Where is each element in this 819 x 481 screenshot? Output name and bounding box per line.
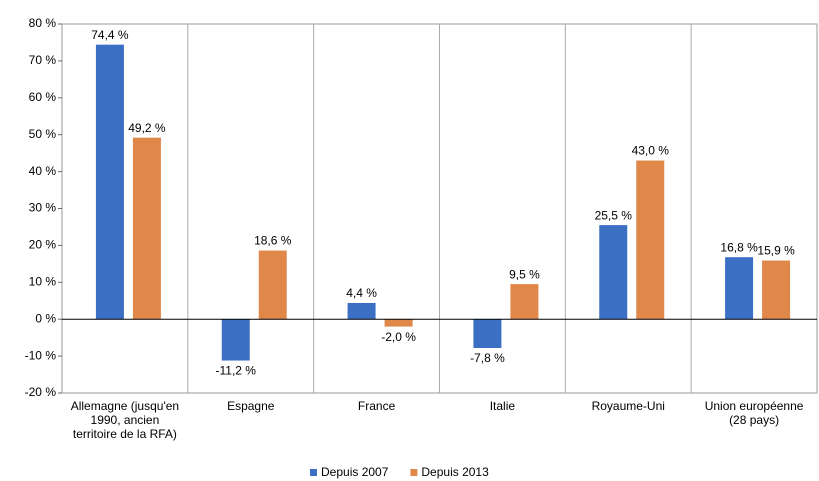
y-tick-label: 80 % [29, 16, 57, 30]
value-label: -7,8 % [470, 351, 505, 365]
value-label: 43,0 % [632, 144, 670, 158]
x-tick-label-box: Italie [489, 399, 516, 413]
x-tick-label-box: Allemagne (jusqu'en 1990, ancien territo… [70, 399, 180, 441]
bar [762, 260, 791, 320]
y-tick-label: 20 % [29, 238, 57, 252]
bar [473, 319, 502, 348]
value-label: 49,2 % [128, 121, 166, 135]
value-label: -11,2 % [216, 364, 257, 378]
x-tick-label: Espagne [227, 399, 275, 413]
value-label: 74,4 % [91, 28, 129, 42]
x-tick-label: Royaume-Uni [591, 399, 665, 413]
legend-label: Depuis 2013 [421, 465, 489, 479]
bar [221, 319, 250, 361]
legend-swatch [310, 469, 317, 476]
x-tick-label: Italie [489, 399, 516, 413]
value-label: 16,8 % [720, 240, 758, 254]
x-tick-label-box: Royaume-Uni [591, 399, 665, 413]
x-tick-label-box: Espagne [227, 399, 275, 413]
value-label: 15,9 % [757, 244, 795, 258]
bar [510, 284, 539, 320]
y-tick-label: 50 % [29, 127, 57, 141]
bar [132, 137, 161, 320]
x-tick-label: France [357, 399, 396, 413]
y-tick-label: -20 % [25, 385, 57, 399]
value-label: 4,4 % [346, 286, 377, 300]
bar [725, 257, 754, 320]
x-tick-label: Union européenne (28 pays) [704, 399, 804, 427]
y-tick-label: 0 % [35, 311, 56, 325]
value-label: 25,5 % [595, 208, 633, 222]
y-tick-label: 70 % [29, 53, 57, 67]
legend-swatch [410, 469, 418, 476]
bar [95, 44, 124, 320]
value-label: -2,0 % [381, 330, 416, 344]
y-tick-label: 40 % [29, 164, 57, 178]
x-tick-label-box: France [357, 399, 396, 413]
value-label: 18,6 % [254, 234, 292, 248]
bar [347, 302, 376, 320]
bar [258, 250, 287, 320]
y-tick-label: 60 % [29, 90, 57, 104]
value-label: 9,5 % [509, 267, 540, 281]
legend-label: Depuis 2007 [321, 465, 389, 479]
bar [384, 319, 413, 327]
x-tick-label-box: Union européenne (28 pays) [704, 399, 804, 427]
bar [599, 225, 628, 320]
y-tick-label: 10 % [29, 274, 57, 288]
y-tick-label: 30 % [29, 201, 57, 215]
y-tick-label: -10 % [25, 348, 57, 362]
x-tick-label: Allemagne (jusqu'en 1990, ancien territo… [70, 399, 180, 441]
bar [636, 160, 665, 320]
